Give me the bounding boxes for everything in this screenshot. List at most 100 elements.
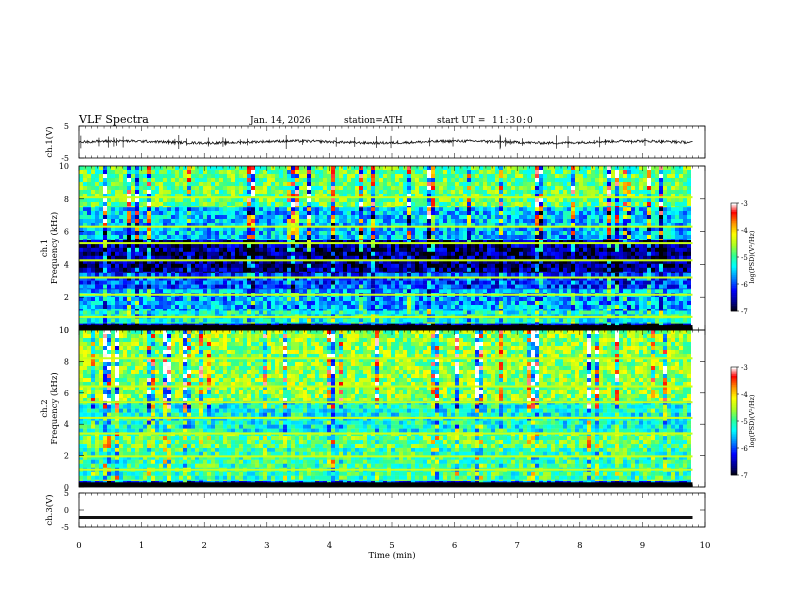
spectrogram-cell	[571, 219, 575, 224]
spectrogram-cell	[595, 305, 599, 310]
spectrogram-cell	[567, 219, 571, 224]
spectrogram-cell	[211, 211, 215, 216]
spectrogram-cell	[639, 207, 643, 212]
spectrogram-cell	[491, 259, 495, 264]
spectrogram-cell	[227, 227, 231, 232]
spectrogram-cell	[263, 272, 267, 277]
spectrogram-cell	[207, 289, 211, 294]
spectrogram-cell	[155, 267, 159, 272]
spectrogram-cell	[175, 243, 179, 248]
spectrogram-cell	[115, 239, 119, 244]
spectrogram-cell	[295, 239, 299, 244]
spectrogram-cell	[143, 267, 147, 272]
spectrogram-cell	[579, 272, 583, 277]
spectrogram-cell	[367, 255, 371, 260]
spectrogram-cell	[227, 288, 231, 290]
spectrogram-cell	[235, 297, 239, 302]
spectrogram-cell	[91, 251, 95, 256]
spectrogram-cell	[383, 255, 387, 260]
spectrogram-cell	[455, 243, 459, 248]
spectrogram-cell	[667, 280, 671, 285]
spectrogram-cell	[223, 271, 227, 273]
spectrogram-cell	[131, 243, 135, 248]
spectrogram-cell	[87, 243, 91, 248]
spectrogram-cell	[523, 289, 527, 294]
spectrogram-cell	[295, 271, 299, 273]
spectrogram-cell	[659, 284, 663, 289]
spectrogram-cell	[167, 211, 171, 216]
spectrogram-cell	[327, 251, 331, 256]
spectrogram-cell	[475, 301, 479, 306]
spectrogram-cell	[543, 215, 547, 220]
spectrogram-cell	[211, 322, 215, 324]
spectrogram-cell	[155, 211, 159, 216]
spectrogram-cell	[515, 259, 519, 264]
spectrogram-cell	[223, 223, 227, 228]
spectrogram-cell	[423, 231, 427, 236]
spectrogram-cell	[147, 272, 151, 277]
spectrogram-cell	[263, 305, 267, 310]
spectrogram-cell	[423, 318, 427, 323]
spectrogram-cell	[155, 227, 159, 232]
spectrogram-cell	[687, 271, 691, 273]
spectrogram-cell	[99, 239, 103, 244]
spectrogram-cell	[679, 215, 683, 220]
spectrogram-cell	[123, 322, 127, 324]
spectrogram-cell	[507, 247, 511, 252]
spectrogram-cell	[639, 251, 643, 256]
spectrogram-cell	[243, 280, 247, 285]
spectrogram-cell	[563, 215, 567, 220]
spectrogram-cell	[87, 215, 91, 220]
spectrogram-cell	[675, 211, 679, 216]
spectrogram-cell	[583, 255, 587, 260]
spectrogram-cell	[171, 301, 175, 306]
spectrogram-cell	[131, 271, 135, 273]
spectrogram-cell	[359, 207, 363, 212]
spectrogram-cell	[103, 227, 107, 232]
spectrogram-cell	[455, 255, 459, 260]
spectrogram-cell	[491, 263, 495, 268]
spectrogram-cell	[363, 284, 367, 289]
spectrogram-cell	[179, 288, 183, 290]
spectrogram-cell	[259, 263, 263, 268]
spectrogram-cell	[495, 276, 499, 281]
spectrogram-cell	[191, 310, 195, 315]
spectrogram-cell	[551, 309, 555, 311]
spectrogram-cell	[503, 259, 507, 264]
spectrogram-cell	[571, 263, 575, 268]
spectrogram-cell	[427, 231, 431, 236]
spectrogram-cell	[175, 271, 179, 273]
spectrogram-cell	[375, 318, 379, 323]
spectrogram-cell	[431, 301, 435, 306]
spectrogram-cell	[235, 288, 239, 290]
spectrogram-cell	[195, 255, 199, 260]
spectrogram-cell	[431, 305, 435, 310]
spectrogram-cell	[327, 247, 331, 252]
spectrogram-cell	[595, 276, 599, 281]
spectrogram-cell	[647, 207, 651, 212]
spectrogram-cell	[355, 255, 359, 260]
spectrogram-cell	[547, 215, 551, 220]
spectrogram-cell	[359, 259, 363, 264]
spectrogram-cell	[95, 301, 99, 306]
spectrogram-cell	[255, 301, 259, 306]
spectrogram-cell	[143, 280, 147, 285]
spectrogram-cell	[375, 272, 379, 277]
spectrogram-cell	[171, 280, 175, 285]
spectrogram-cell	[431, 219, 435, 224]
spectrogram-cell	[471, 219, 475, 224]
spectrogram-cell	[419, 301, 423, 306]
spectrogram-cell	[531, 276, 535, 281]
spectrogram-cell	[675, 227, 679, 232]
spectrogram-cell	[671, 276, 675, 281]
spectrogram-cell	[175, 288, 179, 290]
spectrogram-cell	[135, 227, 139, 232]
spectrogram-cell	[435, 247, 439, 252]
spectrogram-cell	[579, 309, 583, 311]
spectrogram-cell	[643, 271, 647, 273]
spectrogram-cell	[203, 272, 207, 277]
spectrogram-cell	[271, 280, 275, 285]
spectrogram-cell	[471, 243, 475, 248]
spectrogram-cell	[199, 309, 203, 311]
spectrogram-cell	[663, 267, 667, 272]
